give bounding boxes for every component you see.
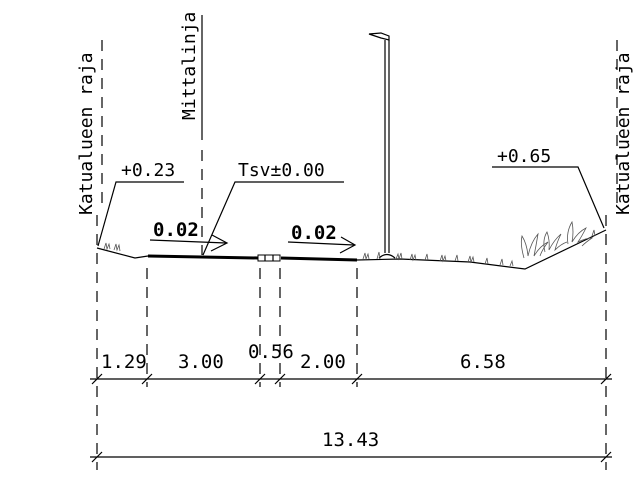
boundary-label-left: Katualueen raja [76,52,97,215]
elev-label-right: +0.65 [497,146,551,167]
curb-strip [257,254,281,262]
dim-label-4: 2.00 [300,351,346,373]
grass-icon [103,229,596,267]
slope-arrow-2-line [287,241,355,246]
elev-leader-left [97,181,184,247]
slope-label-1: 0.02 [153,219,199,241]
carriageway-surface [147,254,259,260]
slope-arrow-1-head [210,234,229,252]
walkway-surface [280,256,358,262]
dim-total-tick-right [600,451,612,463]
measure-line-label: Mittalinja [179,12,200,120]
elev-leader-center [202,181,344,256]
dim-tick-1 [91,373,103,385]
ground-right [356,229,607,270]
elev-leader-right [492,166,605,229]
slope-label-2: 0.02 [291,222,337,244]
dim-tick-3 [254,373,266,385]
ground-left [96,247,149,259]
dim-label-5: 6.58 [460,351,506,373]
slope-arrow-1-line [149,239,227,244]
dim-label-2: 3.00 [178,351,224,373]
dim-label-1: 1.29 [101,351,147,373]
elev-label-center: Tsv±0.00 [238,160,325,181]
dim-label-total: 13.43 [322,429,379,451]
dim-tick-4 [274,373,286,385]
slope-arrow-2-head [339,236,357,254]
boundary-label-right: Katualueen raja [613,52,634,215]
street-light-icon [368,32,396,259]
dim-tick-2 [141,373,153,385]
dim-total-tick-left [91,451,103,463]
dim-tick-5 [351,373,363,385]
dim-label-3: 0.56 [248,341,294,363]
elev-label-left: +0.23 [121,160,175,181]
dim-tick-6 [600,373,612,385]
shrub-icon [520,220,594,259]
